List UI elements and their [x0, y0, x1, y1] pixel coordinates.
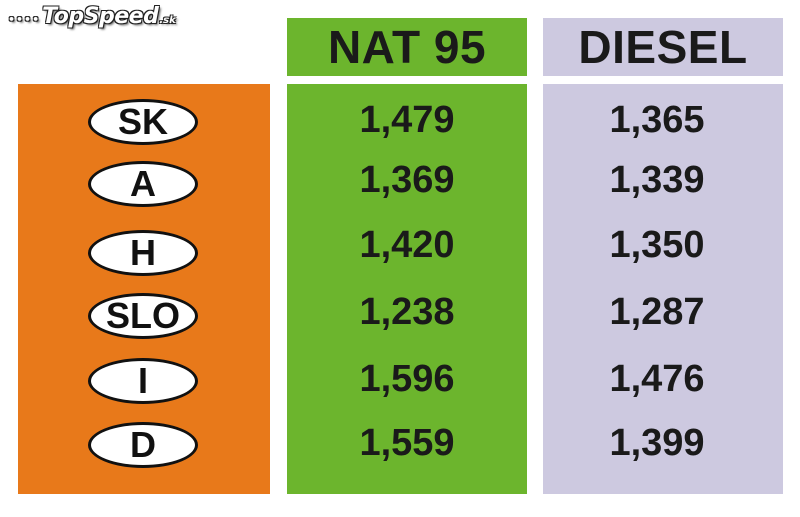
nat95-value: 1,479 [359, 98, 455, 141]
nat95-header-label: NAT 95 [327, 21, 487, 73]
nat95-value: 1,238 [359, 290, 455, 333]
nat95-header: NAT 95 [287, 18, 527, 76]
diesel-value: 1,399 [609, 421, 705, 464]
diesel-header: DIESEL [543, 18, 783, 76]
country-badge-slo: SLO [88, 293, 198, 339]
diesel-panel [543, 84, 783, 494]
nat95-value: 1,596 [359, 357, 455, 400]
logo-dots: •••• [8, 13, 41, 26]
logo-name: TopSpeed [42, 4, 159, 29]
country-badge-a: A [88, 161, 198, 207]
nat95-value: 1,420 [359, 223, 455, 266]
country-badge-sk: SK [88, 99, 198, 145]
country-badge-h: H [88, 230, 198, 276]
nat95-value: 1,559 [359, 421, 455, 464]
diesel-value: 1,365 [609, 98, 705, 141]
diesel-value: 1,476 [609, 357, 705, 400]
diesel-value: 1,339 [609, 158, 705, 201]
nat95-value: 1,369 [359, 158, 455, 201]
topspeed-logo: •••• TopSpeed .sk [8, 4, 176, 34]
diesel-value: 1,350 [609, 223, 705, 266]
country-badge-d: D [88, 422, 198, 468]
nat95-panel [287, 84, 527, 494]
logo-tld: .sk [159, 15, 176, 26]
country-badge-i: I [88, 358, 198, 404]
diesel-header-label: DIESEL [578, 21, 748, 73]
diesel-value: 1,287 [609, 290, 705, 333]
